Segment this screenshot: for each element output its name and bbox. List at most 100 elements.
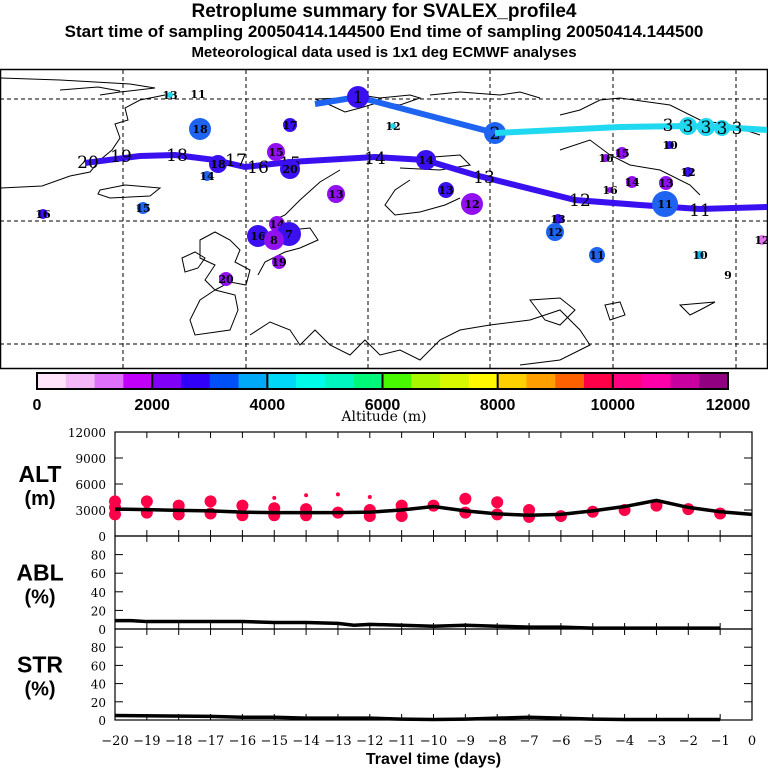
colorbar-cell <box>497 373 527 389</box>
x-tick-label: −17 <box>197 734 224 749</box>
chart-title: Retroplume summary for SVALEX_profile4 <box>191 1 577 22</box>
cluster-dot <box>589 247 605 263</box>
x-tick-label: −16 <box>229 734 256 749</box>
colorbar-cell <box>699 373 729 389</box>
cluster-day-label: 12 <box>680 166 695 179</box>
sampling-times: Start time of sampling 20050414.144500 E… <box>64 22 704 41</box>
plume-day-label: 3 <box>683 117 694 137</box>
panel-label: ALT <box>18 461 61 487</box>
x-tick-label: 0 <box>748 734 756 749</box>
cluster-dot <box>38 209 48 219</box>
colorbar-cell <box>65 373 96 389</box>
cluster-day-label: 13 <box>438 184 453 197</box>
panel-frame <box>114 628 753 721</box>
colorbar-cell <box>152 373 182 389</box>
cluster-day-label: 15 <box>614 147 629 160</box>
panel-unit: (%) <box>24 679 55 701</box>
colorbar-title: Altitude (m) <box>340 409 426 425</box>
y-tick-label: 60 <box>91 659 106 673</box>
cluster-dot <box>327 185 345 203</box>
altitude-cluster-point <box>395 510 408 523</box>
panel-alt: 0 3000 6000 9000 12000 ALT(m) <box>18 426 753 544</box>
panel-unit: (m) <box>24 488 55 510</box>
plume-day-label: 1 <box>353 88 364 108</box>
plume-day-label: 11 <box>689 201 711 221</box>
cluster-day-label: 15 <box>268 146 283 159</box>
panel-frame <box>114 431 753 537</box>
cluster-dot <box>461 193 483 215</box>
cluster-day-label: 18 <box>192 123 208 136</box>
cluster-day-label: 16 <box>250 230 266 243</box>
cluster-day-label: 9 <box>724 269 732 282</box>
abl-fraction-line <box>115 618 721 630</box>
plume-day-label: 3 <box>663 116 674 136</box>
cluster-dot <box>416 150 436 170</box>
cluster-dot <box>683 167 693 177</box>
colorbar-cell <box>382 373 412 389</box>
colorbar-tick-label: 4000 <box>250 397 286 414</box>
panel-abl: 0 20 40 60 80 ABL(%) <box>16 535 753 637</box>
plume-marker <box>679 117 697 135</box>
y-tick-label: 0 <box>98 623 106 637</box>
colorbar-tick-label: 10000 <box>591 397 636 414</box>
x-tick-label: −14 <box>292 734 319 749</box>
time-series-panels: 030006000900012000ALT(m)020406080ABL(%)0… <box>16 426 756 768</box>
cluster-dot <box>189 118 211 140</box>
colorbar-cell <box>641 373 671 389</box>
colorbar-cell <box>411 373 441 389</box>
plume-day-label: 20 <box>77 153 99 173</box>
plume-marker <box>714 120 730 136</box>
colorbar-cell <box>612 373 643 389</box>
colorbar-tick-label: 6000 <box>365 397 401 414</box>
plume-day-label: 17 <box>225 151 247 171</box>
plume-day-label: 3 <box>701 118 712 138</box>
x-tick-label: −8 <box>488 734 507 749</box>
x-tick-label: −13 <box>324 734 351 749</box>
cluster-dot <box>652 191 678 217</box>
cluster-dot <box>167 92 173 98</box>
str-fraction-line <box>114 713 721 722</box>
colorbar-cell <box>267 373 297 389</box>
cluster-day-label: 12 <box>464 198 479 211</box>
cluster-dot <box>607 187 613 193</box>
y-tick-label: 40 <box>91 678 106 692</box>
colorbar-cell <box>123 373 153 389</box>
altitude-cluster-point <box>304 493 309 498</box>
y-tick-label: 40 <box>91 586 106 600</box>
mean-altitude-line <box>114 498 753 517</box>
altitude-cluster-point <box>367 495 372 499</box>
panel-str: 0 20 40 60 80 STR(%) <box>17 628 753 728</box>
colorbar-cell <box>555 373 585 389</box>
colorbar-cell <box>468 373 499 389</box>
cluster-dot <box>267 143 285 161</box>
cluster-dot <box>438 182 454 198</box>
altitude-cluster-point <box>463 493 468 498</box>
cluster-dot <box>616 147 628 159</box>
cluster-dot <box>390 123 396 129</box>
colorbar-cell <box>353 373 383 389</box>
cluster-day-label: 11 <box>589 249 604 262</box>
y-tick-label: 0 <box>98 530 106 544</box>
plume-day-label: 18 <box>166 146 188 166</box>
altitude-cluster-point <box>363 504 376 516</box>
plume-marker <box>347 86 369 108</box>
cluster-day-label: 11 <box>657 198 672 211</box>
altitude-cluster-point <box>491 496 504 509</box>
x-tick-label: −5 <box>583 734 602 749</box>
cluster-day-label: 13 <box>658 177 673 190</box>
panel-unit: (%) <box>24 587 55 609</box>
coastlines <box>1 77 761 366</box>
cluster-day-label: 17 <box>282 119 297 132</box>
y-tick-label: 3000 <box>75 504 106 518</box>
y-tick-label: 20 <box>91 696 106 710</box>
colorbar-cell <box>94 373 124 389</box>
colorbar-tick-label: 2000 <box>134 397 170 414</box>
cluster-dot <box>280 159 300 179</box>
cluster-dot <box>283 118 297 132</box>
cluster-day-label: 8 <box>270 234 278 247</box>
cluster-dot <box>626 176 638 188</box>
map-frame <box>0 68 768 370</box>
cluster-dot <box>272 255 286 269</box>
plume-day-label: 12 <box>569 191 591 211</box>
x-tick-label: −18 <box>165 734 192 749</box>
